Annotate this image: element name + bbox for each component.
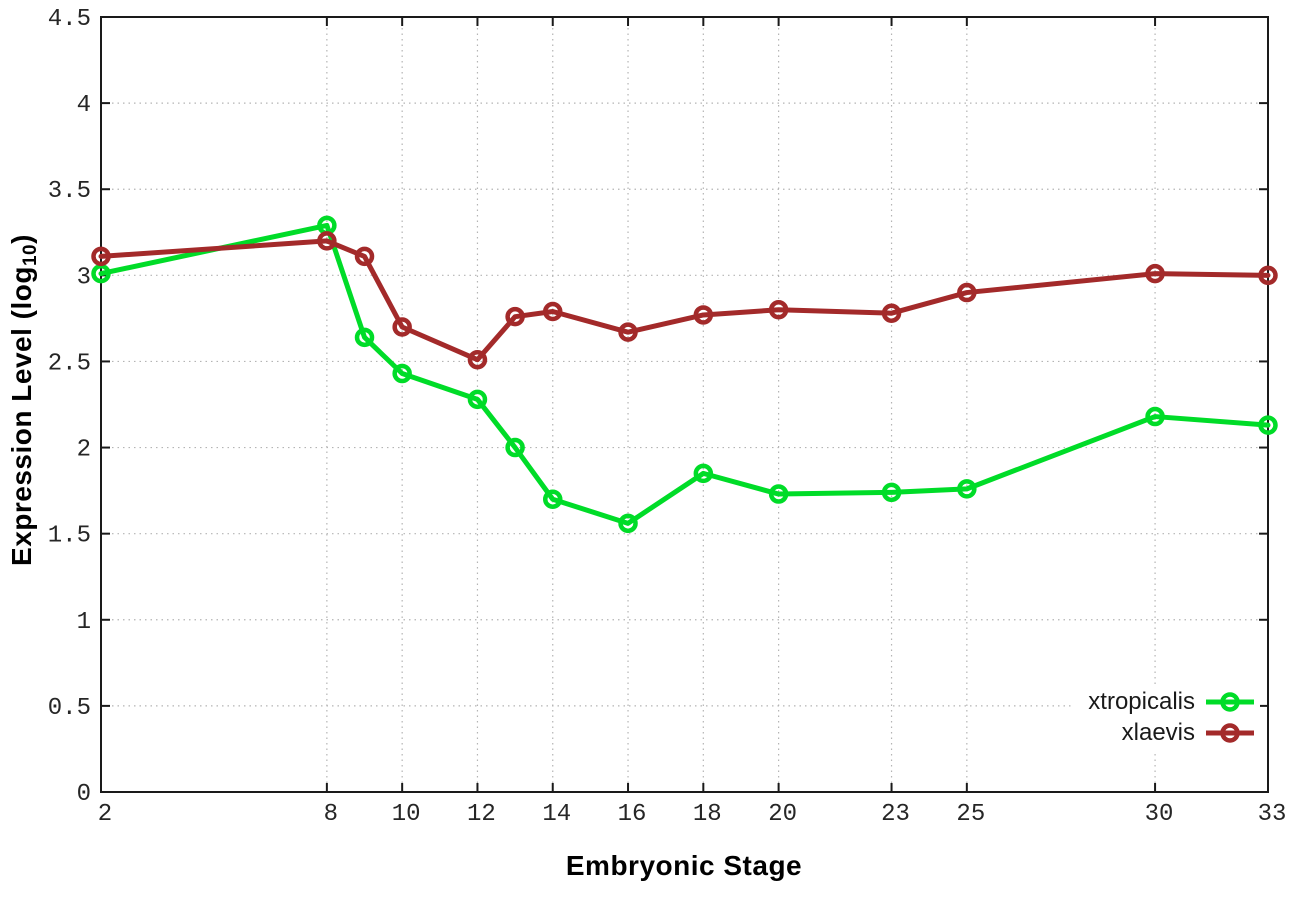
y-tick-label: 2.5 (48, 350, 91, 377)
y-tick-label: 0 (77, 781, 91, 808)
x-tick-label: 20 (768, 801, 797, 828)
data-point-xlaevis-stage-9 (354, 246, 375, 267)
x-tick-label: 2 (98, 801, 112, 828)
data-point-xlaevis-stage-18 (693, 305, 714, 325)
data-point-xlaevis-stage-20 (768, 300, 789, 320)
y-tick-label: 2 (77, 437, 91, 464)
x-tick-label: 33 (1258, 801, 1287, 828)
y-tick-label: 4.5 (48, 6, 91, 33)
x-tick-label: 23 (881, 801, 910, 828)
x-tick-label: 16 (618, 801, 647, 828)
y-axis-title: Expression Level (log10) (6, 234, 42, 566)
data-point-xlaevis-stage-13 (505, 306, 525, 327)
legend-item-xlaevis: xlaevis (1122, 718, 1256, 748)
data-point-xlaevis-stage-10 (392, 317, 412, 337)
x-tick-label: 8 (324, 801, 338, 828)
legend-marker-xlaevis (1206, 723, 1254, 743)
x-tick-label: 14 (542, 801, 571, 828)
data-point-xlaevis-stage-16 (618, 322, 638, 342)
data-point-xlaevis-stage-12 (467, 349, 488, 370)
data-point-xtropicalis-stage-9 (354, 327, 375, 348)
y-axis-title-text: Expression Level (log (6, 266, 37, 566)
data-point-xlaevis-stage-14 (542, 301, 563, 322)
data-point-xtropicalis-stage-16 (618, 513, 638, 534)
y-tick-label: 1.5 (48, 523, 91, 550)
y-axis-title-subscript: 10 (20, 243, 41, 267)
series-line-xtropicalis (98, 222, 1271, 526)
data-point-xlaevis-stage-25 (957, 282, 977, 303)
data-point-xtropicalis-stage-30 (1145, 406, 1165, 427)
tick-marks (100, 16, 1269, 793)
data-point-xtropicalis-stage-25 (957, 479, 977, 499)
x-axis-title: Embryonic Stage (565, 850, 803, 881)
x-tick-label: 30 (1145, 801, 1174, 828)
data-point-xlaevis-stage-2 (91, 246, 111, 267)
series-line-xlaevis (98, 238, 1271, 363)
x-tick-label: 12 (467, 801, 496, 828)
plot-border (100, 16, 1269, 793)
tick-labels: 0 0.5 1 1.5 2 2.5 3 3.5 4 4.5 2 8 10 12 14 16 18 20 23 25 30… (48, 6, 1287, 828)
data-point-xtropicalis-stage-10 (392, 363, 412, 384)
data-point-xtropicalis-stage-33 (1258, 415, 1278, 435)
legend-label-xtropicalis: xtropicalis (1088, 688, 1195, 715)
y-tick-label: 0.5 (48, 695, 91, 722)
data-point-xlaevis-stage-30 (1145, 263, 1165, 284)
y-tick-label: 4 (77, 92, 91, 119)
series-xlaevis (91, 231, 1278, 370)
series-xtropicalis (91, 215, 1278, 534)
data-point-xlaevis-stage-33 (1258, 265, 1278, 286)
legend-sample-marker (1220, 723, 1240, 743)
data-point-xtropicalis-stage-13 (505, 437, 525, 458)
x-tick-label: 18 (693, 801, 722, 828)
y-tick-label: 3 (77, 264, 91, 291)
legend: xtropicalis xlaevis (1074, 685, 1260, 750)
data-point-xlaevis-stage-8 (317, 231, 337, 251)
legend-item-xtropicalis: xtropicalis (1088, 687, 1256, 717)
y-tick-label: 3.5 (48, 178, 91, 205)
grid-lines (101, 17, 1268, 792)
x-tick-label: 25 (956, 801, 985, 828)
data-point-xlaevis-stage-23 (881, 303, 902, 323)
y-axis-title-close: ) (6, 234, 37, 244)
data-point-xtropicalis-stage-23 (881, 482, 902, 503)
x-tick-label: 10 (392, 801, 421, 828)
legend-sample-marker (1220, 692, 1240, 712)
legend-label-xlaevis: xlaevis (1121, 719, 1195, 746)
y-tick-label: 1 (77, 609, 91, 636)
data-point-xtropicalis-stage-20 (768, 484, 789, 504)
data-point-xtropicalis-stage-14 (542, 489, 563, 509)
legend-marker-xtropicalis (1206, 692, 1254, 712)
data-point-xtropicalis-stage-12 (467, 389, 488, 410)
data-point-xtropicalis-stage-18 (693, 463, 714, 484)
